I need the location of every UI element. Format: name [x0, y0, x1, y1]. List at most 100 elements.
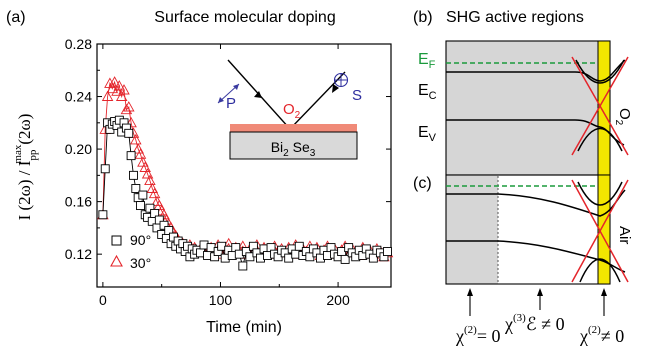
x-tick-label: 0	[99, 292, 107, 308]
arrow-left-head	[467, 288, 473, 296]
legend-label-90deg: 90°	[130, 232, 151, 248]
data-point-90deg	[150, 208, 160, 218]
panel-a: (a) Surface molecular doping 0 100 200 0.1…	[6, 9, 394, 336]
data-point-90deg	[136, 201, 145, 211]
data-point-90deg	[238, 261, 248, 271]
surface-state-upper	[575, 59, 625, 84]
chart-a-title: Surface molecular doping	[154, 9, 335, 26]
y-axis-label-tail: (2ω)	[15, 114, 34, 145]
panel-b-surface-layer	[597, 40, 611, 176]
data-point-90deg	[100, 164, 110, 174]
data-point-90deg	[145, 203, 155, 213]
data-point-30deg	[130, 133, 142, 145]
y-tick-label: 0.12	[65, 246, 92, 262]
surface-state-lower-c	[579, 258, 621, 283]
surface-state-upper-c	[577, 181, 623, 206]
data-point-90deg	[154, 215, 164, 225]
data-point-90deg	[294, 241, 304, 251]
legend-marker-30deg	[110, 254, 123, 267]
data-point-30deg	[120, 103, 133, 115]
data-point-90deg	[138, 190, 148, 200]
y-tick-label: 0.28	[65, 36, 92, 52]
p-label: P	[226, 95, 236, 112]
panel-c: (c) Air χ(2)= 0 χ(3)ℰ ≠ 0 χ(2)≠ 0	[413, 174, 633, 346]
y-axis: 0.12 0.16 0.20 0.24 0.28	[65, 36, 391, 262]
y-tick-label: 0.24	[65, 89, 92, 105]
data-point-30deg	[148, 187, 161, 199]
incident-arrow-head	[254, 91, 262, 98]
panel-c-label: (c)	[413, 175, 432, 192]
valence-band-c	[446, 240, 626, 273]
conduction-band	[446, 59, 626, 82]
data-point-90deg	[126, 151, 136, 161]
p-polarization-head-2	[218, 97, 224, 103]
legend-marker-90deg	[111, 235, 122, 246]
data-point-30deg	[115, 90, 128, 101]
data-point-90deg	[129, 170, 138, 180]
adsorbed-layer	[230, 124, 357, 132]
plot-frame	[96, 43, 392, 288]
y-tick-label: 0.20	[65, 141, 92, 157]
dirac-cross-2	[571, 56, 629, 156]
x-axis: 0 100 200	[99, 44, 350, 308]
chi-zero-label: χ(2)= 0	[455, 324, 500, 346]
panel-b: (b) SHG active regions EF EC EV O2	[413, 9, 633, 176]
x-tick-label: 100	[209, 292, 233, 308]
data-point-30deg	[118, 84, 130, 95]
air-ambient-label: Air	[616, 226, 633, 244]
data-point-30deg	[144, 174, 156, 186]
legend: 90° 30°	[110, 232, 151, 271]
data-point-90deg	[98, 210, 108, 220]
arrow-right-head	[601, 288, 607, 296]
panel-b-title: SHG active regions	[446, 9, 584, 26]
data-point-90deg	[159, 220, 169, 230]
data-point-30deg	[125, 116, 137, 128]
data-point-30deg	[108, 76, 121, 87]
chi3-label: χ(3)ℰ ≠ 0	[504, 312, 565, 334]
p-polarization-head-1	[233, 84, 239, 90]
data-point-30deg	[139, 161, 151, 172]
o2-ambient-label: O2	[613, 108, 633, 126]
panel-c-depletion-region	[446, 175, 498, 284]
data-point-30deg	[134, 148, 147, 159]
ev-label: EV	[418, 124, 437, 144]
data-point-90deg	[164, 226, 174, 235]
s-label: S	[352, 87, 362, 104]
panel-b-label: (b)	[413, 9, 433, 26]
data-point-30deg	[141, 168, 154, 179]
chi-nonzero-label: χ(2)≠ 0	[579, 324, 624, 346]
gas-label: O2	[283, 101, 301, 121]
dirac-cross-c-2	[571, 179, 629, 283]
reflected-beam	[289, 71, 346, 130]
ef-label: EF	[418, 51, 436, 71]
crystal-block	[229, 131, 358, 160]
reflected-arrow-head	[332, 84, 339, 93]
data-point-90deg	[340, 254, 350, 264]
y-axis-label: I (2ω) / Ippmax(2ω)	[12, 114, 39, 221]
surface-state-lower	[577, 127, 623, 152]
series-90deg	[98, 115, 392, 271]
data-point-90deg	[124, 128, 134, 138]
data-point-30deg	[123, 101, 135, 112]
y-axis-label-sup: max	[12, 144, 24, 163]
series-line	[102, 80, 388, 258]
data-point-30deg	[113, 80, 126, 91]
x-axis-label: Time (min)	[206, 319, 282, 336]
panel-a-label: (a)	[6, 9, 26, 26]
data-point-30deg	[111, 85, 123, 96]
data-point-90deg	[131, 184, 141, 193]
ec-label: EC	[418, 82, 437, 102]
gas-label-sub: 2	[295, 110, 301, 121]
crystal-label: Bi2 Se3	[271, 139, 316, 159]
legend-label-30deg: 30°	[130, 255, 151, 271]
gas-label-main: O	[283, 101, 295, 118]
y-axis-label-main: I (2ω) / I	[15, 160, 34, 220]
y-axis-label-sub: pp	[27, 149, 39, 161]
inset-schematic: P S O2 Bi2 Se3	[217, 59, 362, 160]
data-point-30deg	[101, 90, 114, 101]
y-tick-label: 0.16	[65, 194, 92, 210]
arrow-mid-head	[537, 288, 543, 296]
x-tick-label: 200	[326, 292, 350, 308]
data-point-90deg	[383, 247, 392, 256]
